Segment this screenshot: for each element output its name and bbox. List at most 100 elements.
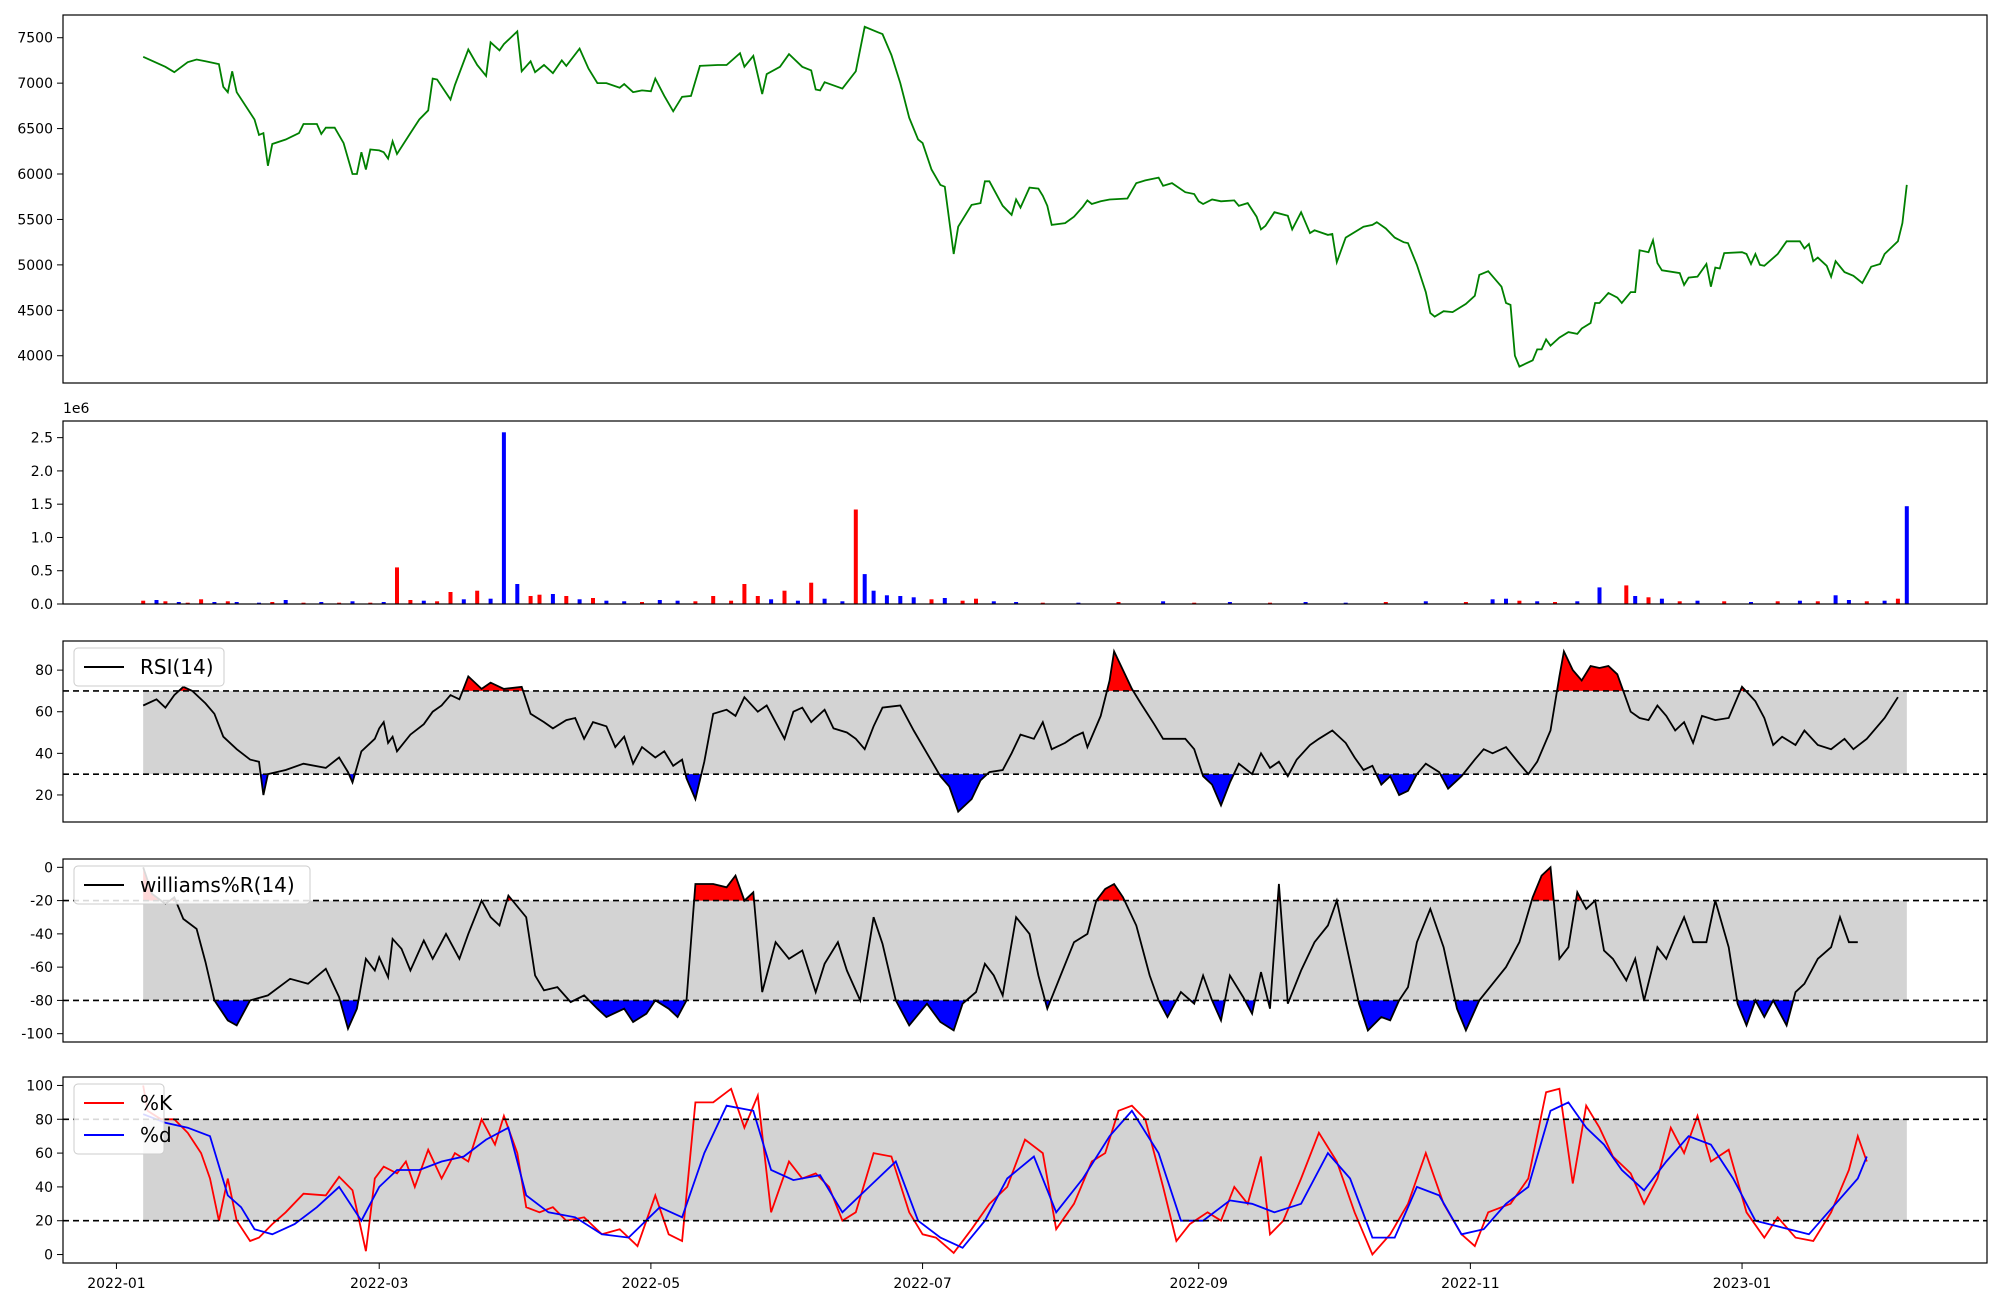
volume-bar <box>1463 602 1468 604</box>
volume-bar <box>515 584 520 604</box>
williams-oversold-fill <box>214 1000 251 1026</box>
williams-overbought-fill <box>1096 884 1125 901</box>
rsi-oversold-fill <box>685 774 702 800</box>
volume-bar <box>1882 600 1887 604</box>
volume-bar <box>769 599 774 604</box>
stochastic-legend-label: %d <box>140 1123 172 1147</box>
rsi-ytick-label: 60 <box>35 705 53 721</box>
rsi-overbought-fill <box>1107 651 1134 691</box>
volume-bar <box>1904 506 1909 604</box>
volume-bar <box>1722 601 1727 604</box>
volume-panel-frame <box>62 420 1988 605</box>
volume-bar <box>1268 602 1272 604</box>
volume-ytick-label: 0.0 <box>31 597 53 613</box>
volume-bar <box>176 602 181 604</box>
volume-bar <box>1749 602 1753 604</box>
volume-bar <box>537 594 542 604</box>
volume-bar <box>929 599 934 604</box>
volume-ytick-label: 1.0 <box>31 530 53 546</box>
williams-oversold-fill <box>1737 1000 1756 1026</box>
volume-bar <box>1575 601 1580 604</box>
volume-bar <box>163 601 168 604</box>
volume-bar <box>1624 585 1629 604</box>
volume-bar <box>475 590 480 604</box>
volume-bar <box>1014 602 1019 604</box>
volume-bar <box>711 596 716 604</box>
volume-bar <box>1490 599 1495 604</box>
volume-bar <box>461 599 466 604</box>
volume-bar <box>1775 601 1780 604</box>
volume-bar <box>742 584 747 604</box>
price-ytick-label: 6500 <box>17 122 53 138</box>
volume-bar <box>1846 600 1851 604</box>
williams-ytick-label: 0 <box>44 860 53 876</box>
stochastic-ytick-label: 100 <box>26 1078 53 1094</box>
x-tick-label: 2022-11 <box>1441 1276 1500 1292</box>
stochastic-ytick-label: 80 <box>35 1112 53 1128</box>
x-tick-label: 2022-01 <box>87 1276 146 1292</box>
volume-bar <box>1383 602 1388 604</box>
volume-offset-label: 1e6 <box>63 401 90 417</box>
volume-bar <box>350 601 355 604</box>
stochastic-k-line <box>142 1085 1868 1257</box>
volume-bar <box>1677 601 1682 604</box>
volume-bar <box>604 600 609 604</box>
stochastic-d-line <box>142 1101 1868 1249</box>
volume-bar <box>1192 602 1197 604</box>
volume-bar <box>840 601 845 604</box>
volume-bar <box>577 599 582 604</box>
volume-bar <box>822 598 827 604</box>
volume-bar <box>675 600 680 604</box>
volume-bar <box>871 590 876 604</box>
volume-bar <box>591 598 595 604</box>
volume-bar <box>1423 601 1428 604</box>
volume-ytick-label: 2.0 <box>31 464 53 480</box>
volume-bar <box>395 567 399 604</box>
volume-bar <box>270 602 275 604</box>
williams-panel-frame <box>62 858 1988 1043</box>
williams-overbought-fill <box>1531 867 1554 901</box>
volume-bar <box>1076 602 1081 604</box>
williams-oversold-fill <box>340 1000 359 1029</box>
volume-bar <box>283 600 288 604</box>
volume-ytick-label: 2.5 <box>31 431 53 447</box>
williams-oversold-fill <box>1158 1000 1177 1017</box>
volume-bar <box>1695 600 1700 604</box>
price-ytick-label: 4000 <box>17 349 53 365</box>
volume-bar <box>368 602 373 604</box>
stochastic-legend: %K %d <box>73 1083 173 1155</box>
stochastic-legend-box <box>73 1083 165 1155</box>
volume-bar <box>199 599 204 604</box>
williams-ytick-label: -40 <box>30 927 53 943</box>
volume-bar <box>257 602 261 604</box>
volume-bar <box>337 602 342 604</box>
volume-bar <box>488 598 493 604</box>
rsi-legend: RSI(14) <box>73 647 225 687</box>
volume-ytick-label: 0.5 <box>31 564 53 580</box>
rsi-overbought-fill <box>1557 651 1624 691</box>
price-line <box>142 25 1908 368</box>
volume-bar <box>1864 601 1869 604</box>
volume-bar <box>693 601 698 604</box>
rsi-neutral-band <box>143 690 1907 775</box>
volume-bar <box>448 592 453 604</box>
volume-bar <box>853 509 858 604</box>
volume-bar <box>942 598 947 604</box>
volume-bar <box>884 595 889 604</box>
volume-bar <box>408 600 413 604</box>
volume-bar <box>1815 601 1820 604</box>
stochastic-ytick-label: 20 <box>35 1214 53 1230</box>
volume-bar <box>212 602 217 604</box>
williams-oversold-fill <box>895 1000 967 1031</box>
volume-bar <box>1303 602 1308 604</box>
volume-bar <box>657 600 662 604</box>
volume-bar <box>1343 602 1348 604</box>
volume-bar <box>1646 597 1651 604</box>
volume-bar <box>862 574 867 604</box>
rsi-legend-label: RSI(14) <box>140 655 214 679</box>
williams-legend-label: williams%R(14) <box>140 873 295 897</box>
volume-bar <box>755 596 760 604</box>
volume-bar <box>1895 598 1900 604</box>
price-ytick-label: 7000 <box>17 76 53 92</box>
